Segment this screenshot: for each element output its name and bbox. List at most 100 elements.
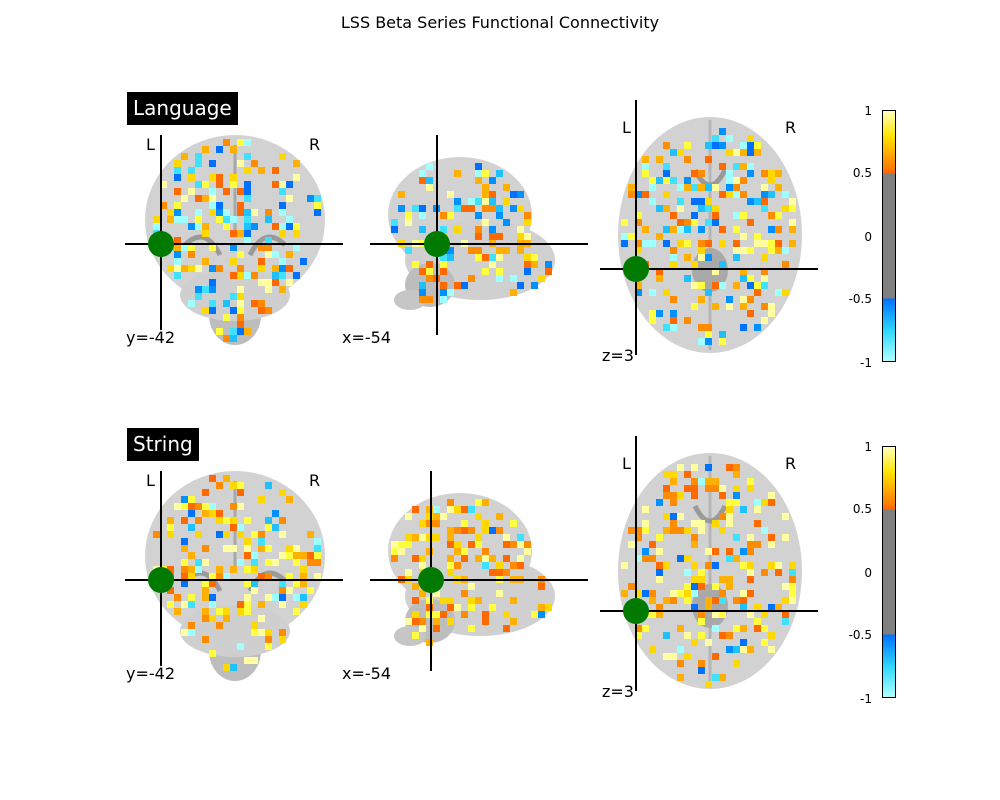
voxel <box>195 209 202 216</box>
voxel <box>244 153 251 160</box>
voxel <box>258 573 265 580</box>
voxel <box>747 149 754 156</box>
voxel <box>258 601 265 608</box>
voxel <box>454 170 461 177</box>
voxel <box>286 216 293 223</box>
voxel <box>719 338 726 345</box>
voxel <box>740 275 747 282</box>
voxel <box>237 503 244 510</box>
voxel <box>489 233 496 240</box>
voxel <box>782 618 789 625</box>
seed-marker-icon <box>623 598 649 624</box>
voxel <box>216 146 223 153</box>
voxel <box>719 485 726 492</box>
colorbar-tick: -0.5 <box>848 292 872 306</box>
voxel <box>181 629 188 636</box>
orientation-right-label: R <box>785 118 797 137</box>
voxel <box>747 198 754 205</box>
voxel <box>293 244 300 251</box>
voxel <box>677 492 684 499</box>
voxel <box>454 282 461 289</box>
voxel <box>670 177 677 184</box>
voxel <box>293 608 300 615</box>
voxel <box>216 202 223 209</box>
voxel <box>461 555 468 562</box>
voxel <box>705 338 712 345</box>
voxel <box>433 506 440 513</box>
voxel <box>251 580 258 587</box>
voxel <box>789 562 796 569</box>
voxel <box>447 541 454 548</box>
voxel <box>216 482 223 489</box>
voxel <box>188 573 195 580</box>
voxel <box>719 492 726 499</box>
voxel <box>482 611 489 618</box>
voxel <box>489 205 496 212</box>
voxel <box>475 555 482 562</box>
voxel <box>440 212 447 219</box>
voxel <box>768 212 775 219</box>
voxel <box>286 587 293 594</box>
voxel <box>733 191 740 198</box>
voxel <box>761 639 768 646</box>
voxel <box>230 272 237 279</box>
voxel <box>775 240 782 247</box>
voxel <box>279 636 286 643</box>
voxel <box>251 223 258 230</box>
voxel <box>635 590 642 597</box>
voxel <box>398 541 405 548</box>
voxel <box>454 562 461 569</box>
voxel <box>258 307 265 314</box>
sagittal-coordinate: x=-54 <box>342 664 392 683</box>
voxel <box>272 559 279 566</box>
voxel <box>258 167 265 174</box>
voxel <box>677 527 684 534</box>
voxel <box>747 219 754 226</box>
voxel <box>782 191 789 198</box>
voxel <box>768 170 775 177</box>
voxel <box>251 559 258 566</box>
voxel <box>684 184 691 191</box>
voxel <box>174 209 181 216</box>
voxel <box>265 517 272 524</box>
voxel <box>202 195 209 202</box>
voxel <box>279 181 286 188</box>
voxel <box>482 184 489 191</box>
voxel <box>230 216 237 223</box>
voxel <box>265 559 272 566</box>
voxel <box>503 184 510 191</box>
voxel <box>538 275 545 282</box>
voxel <box>733 226 740 233</box>
voxel <box>712 520 719 527</box>
voxel <box>719 513 726 520</box>
voxel <box>237 643 244 650</box>
voxel <box>489 527 496 534</box>
voxel <box>503 569 510 576</box>
voxel <box>670 478 677 485</box>
voxel <box>621 562 628 569</box>
voxel <box>524 261 531 268</box>
voxel <box>216 622 223 629</box>
voxel <box>775 289 782 296</box>
voxel <box>726 646 733 653</box>
voxel <box>510 191 517 198</box>
voxel <box>209 188 216 195</box>
voxel <box>517 555 524 562</box>
voxel <box>195 181 202 188</box>
orientation-left-label: L <box>146 135 155 154</box>
voxel <box>475 247 482 254</box>
voxel <box>272 223 279 230</box>
voxel <box>468 597 475 604</box>
voxel <box>705 604 712 611</box>
voxel <box>167 517 174 524</box>
voxel <box>684 653 691 660</box>
voxel <box>174 265 181 272</box>
voxel <box>719 611 726 618</box>
voxel <box>482 268 489 275</box>
voxel <box>719 282 726 289</box>
voxel <box>286 573 293 580</box>
voxel <box>286 279 293 286</box>
voxel <box>635 212 642 219</box>
voxel <box>740 506 747 513</box>
voxel <box>677 205 684 212</box>
